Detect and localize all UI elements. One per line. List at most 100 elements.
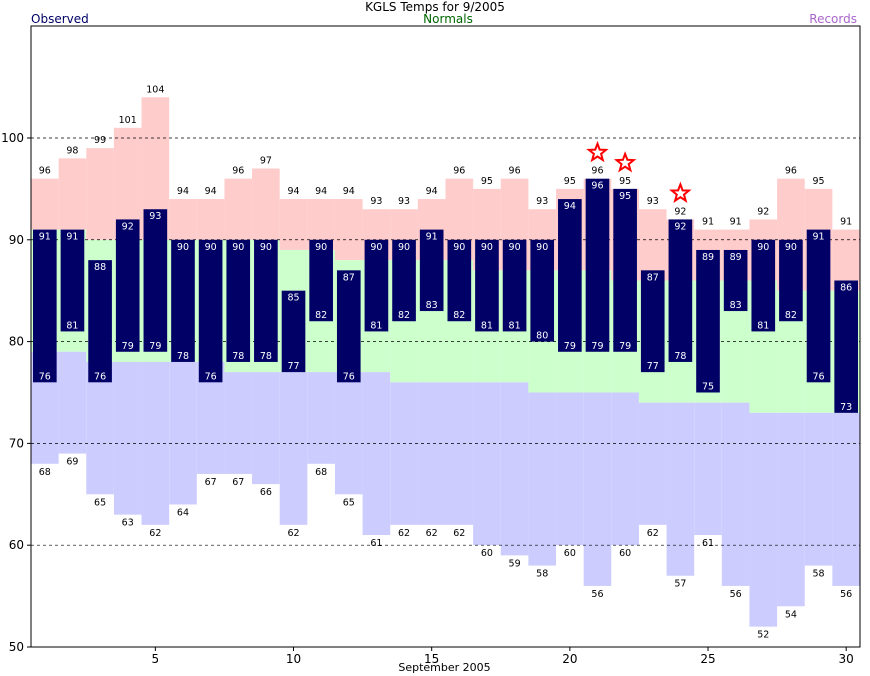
record-low-band: [832, 412, 860, 586]
record-high-label: 98: [66, 145, 78, 156]
observed-low-label: 81: [481, 320, 493, 331]
observed-bar: [640, 270, 665, 373]
record-low-band: [777, 412, 805, 607]
observed-bar: [558, 199, 582, 352]
record-low-label: 62: [149, 528, 161, 539]
observed-bar: [281, 290, 306, 373]
record-high-label: 95: [564, 176, 576, 187]
observed-high-label: 90: [509, 242, 521, 253]
observed-bar: [33, 229, 57, 383]
record-high-label: 104: [146, 84, 164, 95]
record-high-label: 93: [398, 196, 410, 207]
observed-bar: [254, 239, 278, 362]
observed-bar: [226, 239, 251, 362]
record-low-band: [279, 372, 308, 525]
observed-low-label: 81: [509, 320, 521, 331]
observed-high-label: 90: [315, 242, 327, 253]
record-high-band: [638, 209, 667, 281]
observed-low-label: 79: [149, 341, 161, 352]
record-low-label: 58: [536, 569, 548, 580]
record-high-band: [252, 168, 280, 240]
observed-high-label: 91: [66, 232, 78, 243]
record-low-band: [307, 372, 335, 464]
record-low-label: 56: [730, 589, 742, 600]
observed-bar: [723, 249, 748, 312]
observed-high-label: 90: [232, 242, 244, 253]
record-low-band: [445, 382, 474, 525]
record-low-label: 62: [647, 528, 659, 539]
record-low-label: 56: [591, 589, 603, 600]
record-low-label: 68: [315, 467, 327, 478]
observed-high-label: 96: [591, 181, 603, 192]
observed-low-label: 78: [177, 351, 189, 362]
record-high-label: 94: [315, 186, 327, 197]
observed-bar: [364, 239, 389, 332]
observed-bar: [530, 239, 555, 342]
record-low-band: [169, 361, 197, 505]
observed-bar: [834, 280, 858, 413]
record-low-label: 56: [840, 589, 852, 600]
observed-high-label: 88: [94, 262, 106, 273]
record-low-band: [611, 392, 639, 546]
observed-high-label: 95: [619, 191, 631, 202]
record-low-label: 61: [370, 538, 382, 549]
observed-low-label: 77: [647, 361, 659, 372]
observed-low-label: 73: [840, 402, 852, 413]
record-high-label: 92: [674, 206, 686, 217]
observed-bar: [475, 239, 499, 332]
observed-high-label: 90: [481, 242, 493, 253]
observed-bar: [696, 249, 720, 393]
record-low-band: [528, 392, 557, 566]
observed-low-label: 82: [453, 310, 465, 321]
record-high-band: [196, 199, 225, 240]
record-high-band: [279, 199, 308, 250]
observed-high-label: 87: [647, 272, 659, 283]
record-star-icon: [669, 181, 692, 204]
record-low-band: [334, 372, 363, 495]
observed-high-label: 90: [785, 242, 797, 253]
observed-bar: [585, 178, 610, 352]
x-tick-label: 30: [839, 652, 854, 666]
observed-bar: [88, 260, 112, 383]
observed-low-label: 78: [232, 351, 244, 362]
x-tick-label: 25: [700, 652, 715, 666]
observed-high-label: 85: [287, 293, 299, 304]
record-low-label: 61: [702, 538, 714, 549]
observed-bar: [668, 219, 693, 362]
x-tick-label: 15: [424, 652, 439, 666]
observed-high-label: 92: [122, 221, 134, 232]
observed-bar: [779, 239, 803, 322]
observed-low-label: 76: [343, 371, 355, 382]
record-high-label: 94: [177, 186, 189, 197]
record-low-label: 65: [343, 497, 355, 508]
observed-bar: [336, 270, 361, 383]
record-high-label: 91: [730, 217, 742, 228]
record-high-label: 91: [840, 217, 852, 228]
y-tick-label: 60: [9, 538, 24, 552]
observed-high-label: 91: [426, 232, 438, 243]
y-tick-label: 70: [9, 436, 24, 450]
record-high-label: 92: [757, 206, 769, 217]
observed-high-label: 90: [370, 242, 382, 253]
observed-low-label: 83: [730, 300, 742, 311]
observed-low-label: 76: [813, 371, 825, 382]
y-tick-label: 90: [9, 233, 24, 247]
record-low-label: 54: [785, 609, 797, 620]
observed-high-label: 89: [730, 252, 742, 263]
record-low-label: 60: [481, 548, 493, 559]
record-high-label: 94: [426, 186, 438, 197]
record-high-label: 96: [453, 166, 465, 177]
record-high-label: 97: [260, 156, 272, 167]
record-low-band: [583, 392, 612, 586]
record-low-band: [556, 392, 584, 546]
observed-low-label: 82: [785, 310, 797, 321]
observed-bar: [751, 239, 776, 332]
record-low-band: [749, 412, 778, 627]
observed-high-label: 92: [674, 221, 686, 232]
y-tick-label: 100: [1, 131, 24, 145]
observed-low-label: 76: [205, 371, 217, 382]
observed-bar: [392, 239, 416, 322]
observed-high-label: 94: [564, 201, 576, 212]
record-high-label: 96: [785, 166, 797, 177]
